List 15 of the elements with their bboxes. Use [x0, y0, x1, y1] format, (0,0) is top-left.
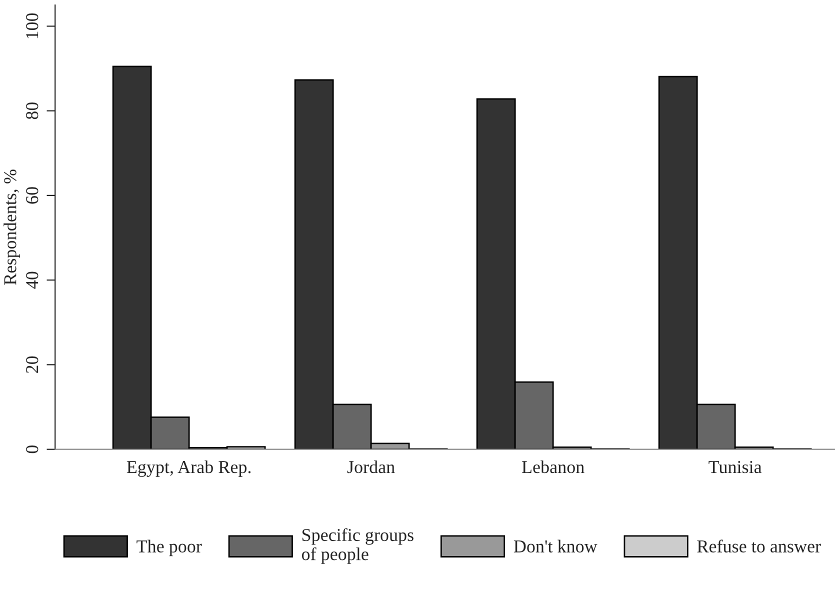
y-tick-label: 40	[26, 272, 38, 289]
y-tick-label: 100	[26, 13, 38, 38]
y-tick-label: 60	[26, 187, 38, 204]
x-tick-label: Egypt, Arab Rep.	[126, 460, 251, 477]
y-tick-label: 20	[26, 356, 38, 373]
legend-label: Don't know	[514, 540, 598, 552]
y-axis-title: Respondents, %	[4, 170, 20, 285]
legend-label: Refuse to answer	[697, 540, 821, 552]
y-tick-label: 0	[26, 446, 38, 454]
legend-label: The poor	[136, 540, 202, 556]
x-tick-label: Tunisia	[708, 461, 762, 474]
legend-label: Specific groups of people	[302, 528, 414, 564]
x-tick-label: Lebanon	[522, 460, 584, 474]
y-tick-label: 80	[26, 102, 38, 120]
x-tick-label: Jordan	[347, 460, 395, 474]
